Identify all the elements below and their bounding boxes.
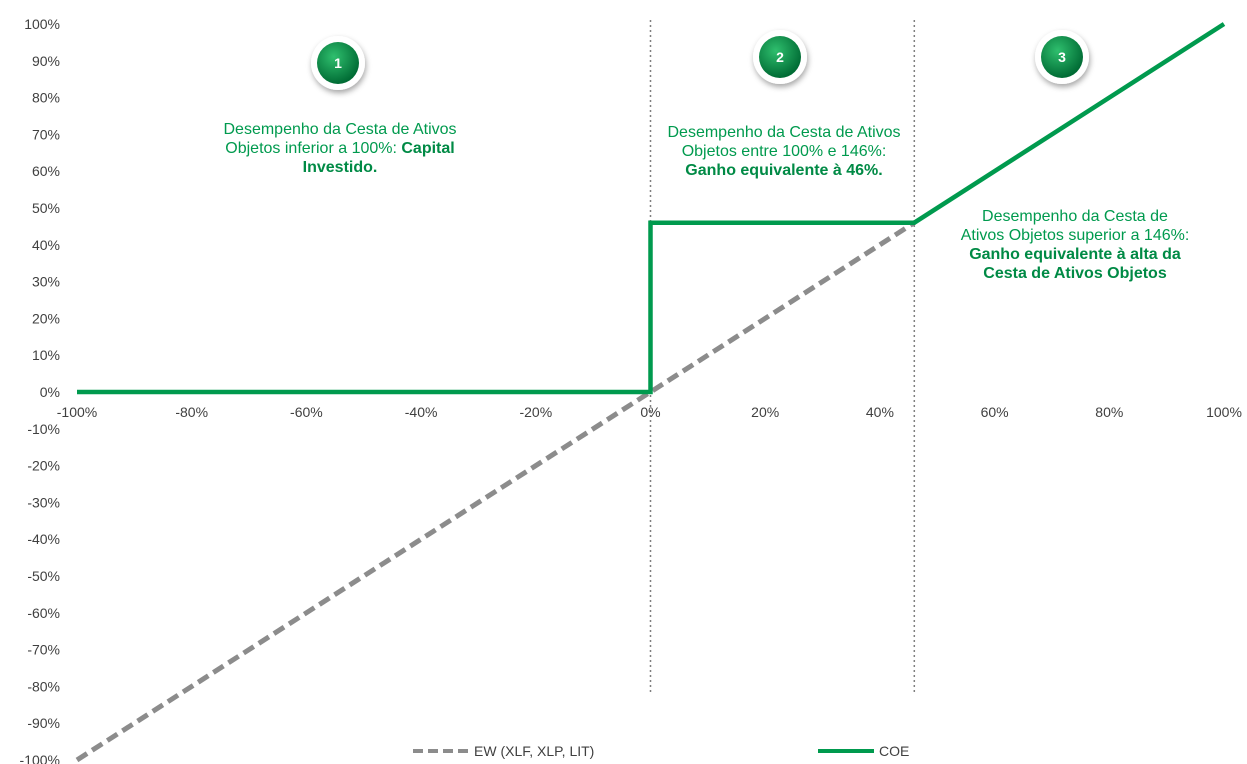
y-tick-label: -60% [27,605,60,621]
x-tick-label: 60% [981,404,1009,420]
x-tick-label: -20% [519,404,552,420]
x-tick-label: -60% [290,404,323,420]
legend-label-0: EW (XLF, XLP, LIT) [474,743,594,759]
x-tick-label: -80% [175,404,208,420]
y-tick-label: 10% [32,347,60,363]
series-lines [75,22,1226,763]
series-line-ew [75,220,916,763]
region-2-text: Desempenho da Cesta de Ativos Objetos en… [667,124,901,160]
series-line-coe [77,22,1226,395]
y-tick-label: 100% [24,16,60,32]
region-1-annotation: Desempenho da Cesta de Ativos Objetos in… [200,120,480,177]
y-tick-label: 50% [32,200,60,216]
y-tick-label: 80% [32,90,60,106]
y-tick-label: 0% [40,384,60,400]
y-tick-label: -30% [27,494,60,510]
x-tick-label: 100% [1206,404,1242,420]
vertical-markers [649,20,916,695]
x-tick-label: -100% [57,404,97,420]
y-tick-label: -20% [27,458,60,474]
x-tick-label: -40% [405,404,438,420]
badge-number-3: 3 [1058,49,1066,65]
badge-circle-2 [759,36,801,78]
y-axis: 100% 90% 80% 70% 60% 50% 40% 30% 20% 10% 0% -10% -20… [20,16,60,764]
badge-circle-1 [317,42,359,84]
badge-number-2: 2 [776,49,784,65]
legend: EW (XLF, XLP, LIT) COE [413,743,909,759]
x-tick-label: 20% [751,404,779,420]
badge-number-1: 1 [334,55,342,71]
y-tick-label: 20% [32,310,60,326]
y-tick-label: -40% [27,531,60,547]
y-tick-label: 90% [32,53,60,69]
y-tick-label: -90% [27,715,60,731]
y-tick-label: -10% [27,421,60,437]
y-tick-label: -80% [27,678,60,694]
badge-circle-3 [1041,36,1083,78]
region-2-annotation: Desempenho da Cesta de Ativos Objetos en… [664,123,904,180]
y-tick-label: -70% [27,642,60,658]
region-badges: 1 2 3 [311,30,1089,90]
y-tick-label: 70% [32,126,60,142]
x-axis: -100% -80% -60% -40% -20% 0% 20% 40% 60% 80% 100% [57,404,1242,420]
y-tick-label: 60% [32,163,60,179]
y-tick-label: 40% [32,237,60,253]
x-tick-label: 40% [866,404,894,420]
region-3-text: Desempenho da Cesta de Ativos Objetos su… [960,208,1190,244]
region-3-highlight: Ganho equivalente à alta da Cesta de Ati… [969,246,1181,282]
region-2-highlight: Ganho equivalente à 46%. [685,162,883,179]
y-tick-label: 30% [32,274,60,290]
y-tick-label: -100% [20,752,60,764]
region-1-text: Desempenho da Cesta de Ativos Objetos in… [223,121,457,157]
region-1-highlight: Capital Investido. [302,140,455,176]
x-tick-label: 80% [1095,404,1123,420]
region-3-annotation: Desempenho da Cesta de Ativos Objetos su… [960,207,1190,283]
legend-label-1: COE [879,743,909,759]
x-tick-label: 0% [640,404,660,420]
y-tick-label: -50% [27,568,60,584]
